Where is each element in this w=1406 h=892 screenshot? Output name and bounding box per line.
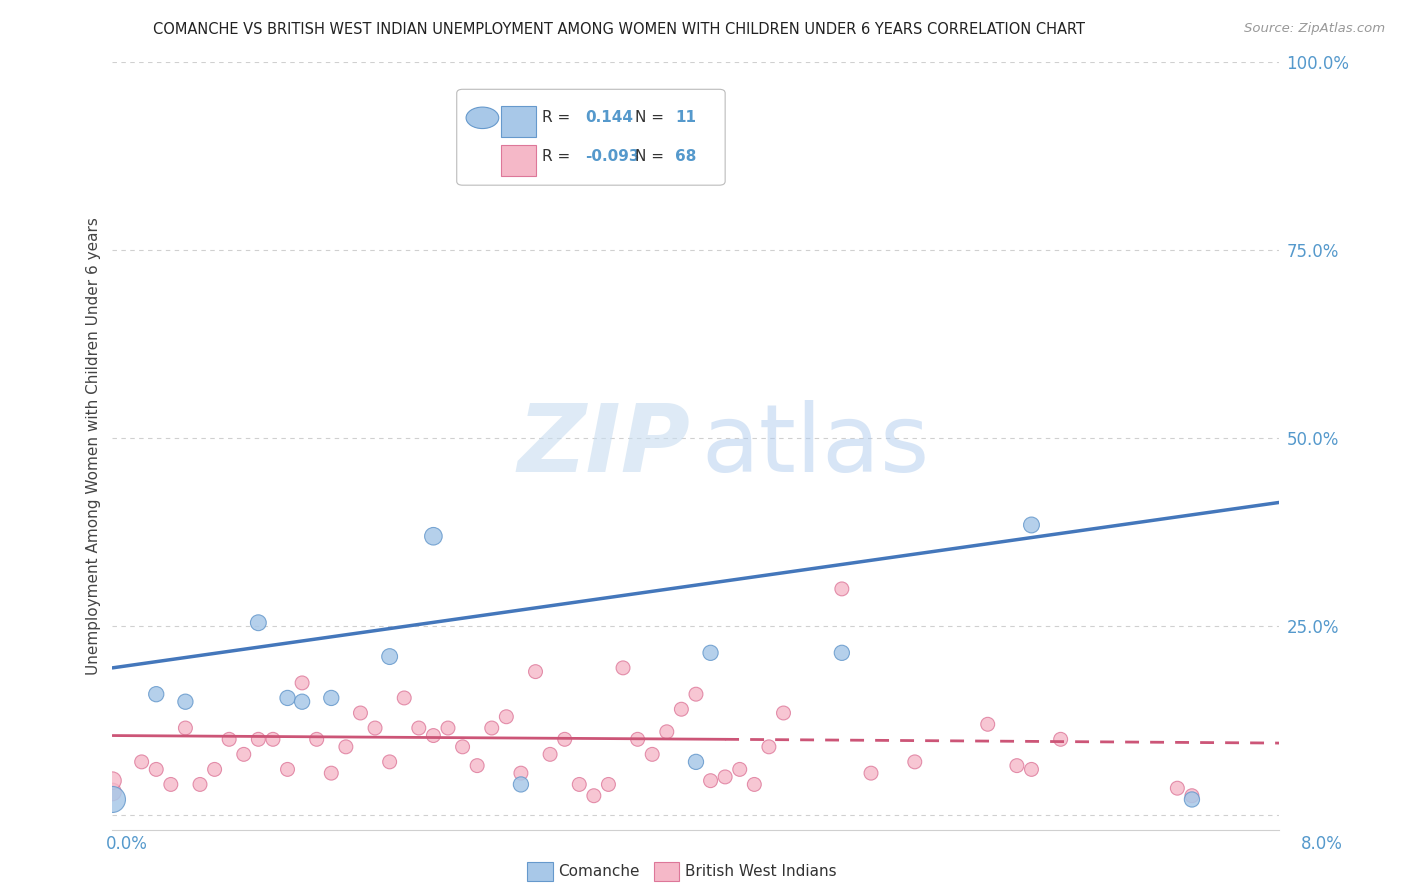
- Text: Source: ZipAtlas.com: Source: ZipAtlas.com: [1244, 22, 1385, 36]
- Point: [568, 777, 591, 791]
- Point: [422, 729, 444, 743]
- Text: COMANCHE VS BRITISH WEST INDIAN UNEMPLOYMENT AMONG WOMEN WITH CHILDREN UNDER 6 Y: COMANCHE VS BRITISH WEST INDIAN UNEMPLOY…: [153, 22, 1084, 37]
- Y-axis label: Unemployment Among Women with Children Under 6 years: Unemployment Among Women with Children U…: [86, 217, 101, 675]
- Point: [627, 732, 650, 747]
- Circle shape: [465, 107, 499, 128]
- Text: 0.144: 0.144: [585, 111, 633, 126]
- Point: [685, 687, 707, 701]
- Point: [1021, 518, 1043, 533]
- Point: [247, 732, 270, 747]
- Point: [509, 766, 531, 780]
- Point: [772, 706, 794, 720]
- Point: [378, 649, 401, 664]
- Point: [321, 766, 343, 780]
- Point: [728, 763, 751, 777]
- Text: N =: N =: [636, 149, 664, 164]
- Point: [1005, 758, 1028, 772]
- Text: Comanche: Comanche: [558, 864, 640, 879]
- Text: 8.0%: 8.0%: [1301, 835, 1343, 853]
- Point: [232, 747, 254, 762]
- Point: [131, 755, 153, 769]
- Point: [742, 777, 765, 791]
- Point: [364, 721, 387, 735]
- Point: [247, 615, 270, 630]
- Point: [174, 695, 197, 709]
- Point: [655, 724, 678, 739]
- Point: [1181, 792, 1204, 806]
- Point: [276, 690, 298, 705]
- Point: [598, 777, 620, 791]
- Point: [408, 721, 430, 735]
- Point: [188, 777, 211, 791]
- Text: -0.093: -0.093: [585, 149, 640, 164]
- FancyBboxPatch shape: [501, 145, 536, 176]
- FancyBboxPatch shape: [501, 106, 536, 137]
- Point: [671, 702, 693, 716]
- Text: 11: 11: [675, 111, 696, 126]
- Point: [101, 773, 124, 788]
- Point: [714, 770, 737, 784]
- Text: 0.0%: 0.0%: [105, 835, 148, 853]
- Point: [378, 755, 401, 769]
- Point: [859, 766, 883, 780]
- Point: [524, 665, 547, 679]
- Point: [538, 747, 561, 762]
- Point: [1181, 789, 1204, 803]
- Text: 68: 68: [675, 149, 696, 164]
- Point: [831, 646, 853, 660]
- Point: [422, 529, 444, 543]
- Text: R =: R =: [541, 149, 571, 164]
- Point: [262, 732, 284, 747]
- Text: N =: N =: [636, 111, 664, 126]
- Point: [437, 721, 460, 735]
- Point: [335, 739, 357, 754]
- Point: [641, 747, 664, 762]
- Point: [291, 676, 314, 690]
- Point: [1049, 732, 1071, 747]
- Point: [145, 687, 167, 701]
- FancyBboxPatch shape: [457, 89, 725, 186]
- Point: [291, 695, 314, 709]
- Text: R =: R =: [541, 111, 571, 126]
- Point: [204, 763, 226, 777]
- Point: [160, 777, 183, 791]
- Point: [699, 646, 721, 660]
- Point: [1021, 763, 1043, 777]
- Text: ZIP: ZIP: [517, 400, 690, 492]
- Point: [612, 661, 634, 675]
- Point: [758, 739, 780, 754]
- Point: [509, 777, 531, 791]
- Point: [349, 706, 371, 720]
- Point: [276, 763, 298, 777]
- Point: [481, 721, 503, 735]
- Point: [495, 710, 517, 724]
- Point: [451, 739, 474, 754]
- Point: [976, 717, 998, 731]
- Point: [465, 758, 488, 772]
- Point: [305, 732, 328, 747]
- Point: [699, 773, 721, 788]
- Point: [101, 785, 124, 799]
- Point: [394, 690, 416, 705]
- Point: [145, 763, 167, 777]
- Point: [1166, 781, 1188, 796]
- Point: [685, 755, 707, 769]
- Point: [904, 755, 927, 769]
- Text: atlas: atlas: [702, 400, 929, 492]
- Point: [554, 732, 576, 747]
- Point: [321, 690, 343, 705]
- Point: [101, 792, 124, 806]
- Point: [582, 789, 605, 803]
- Text: British West Indians: British West Indians: [685, 864, 837, 879]
- Point: [831, 582, 853, 596]
- Point: [174, 721, 197, 735]
- Point: [218, 732, 240, 747]
